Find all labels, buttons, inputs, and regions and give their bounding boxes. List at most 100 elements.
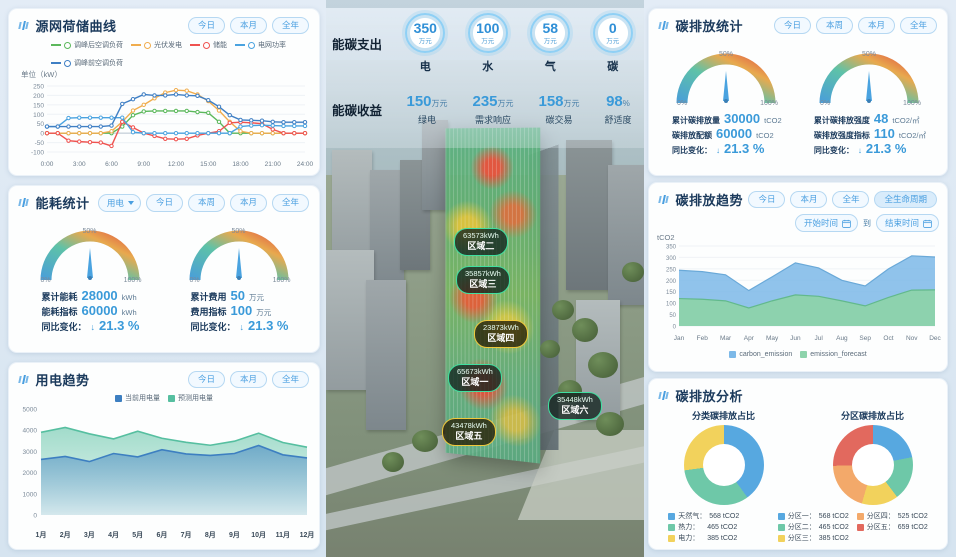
svg-text:150: 150	[666, 290, 677, 296]
gauge-needle	[86, 248, 93, 278]
range-button-today[interactable]: 今日	[187, 371, 225, 388]
income-item-green-power[interactable]: 150万元 绿电	[406, 93, 447, 126]
legend-item[interactable]: 预测用电量	[168, 393, 213, 403]
zone-tag[interactable]: 35448kWh 区域六	[548, 392, 602, 420]
legend-item[interactable]: 分区二： 465 tCO2	[777, 522, 849, 532]
range-button-month[interactable]: 本月	[790, 191, 828, 208]
expense-value: 350	[413, 19, 437, 36]
legend-item[interactable]: 电网功率	[235, 40, 286, 50]
expense-caption: 气	[544, 60, 556, 73]
energy-type-select[interactable]: 用电	[97, 193, 141, 212]
range-button-year[interactable]: 全年	[899, 17, 937, 34]
expense-item-electric[interactable]: 350 万元 电	[405, 12, 446, 74]
income-item-demand-response[interactable]: 235万元 需求响应	[472, 93, 513, 126]
legend-item[interactable]: 储能	[190, 40, 227, 50]
svg-text:9:00: 9:00	[137, 161, 150, 168]
range-button-year[interactable]: 全年	[271, 371, 309, 388]
svg-text:0: 0	[33, 513, 37, 520]
legend-item[interactable]: 调峰前空调负荷	[51, 58, 123, 68]
range-button-month[interactable]: 本月	[857, 17, 895, 34]
gauge-card-emission-total: 50% 0% 100% 累计碳排放量 30000 tCO2 碳排放配额 60000 tC…	[670, 47, 782, 156]
legend-item[interactable]: 天然气： 568 tCO2	[668, 511, 739, 521]
expense-caption: 水	[482, 60, 494, 73]
panel-range-buttons: 今日 本月 全年 全生命周期	[748, 191, 937, 208]
zone-tag[interactable]: 43478kWh 区域五	[442, 418, 496, 446]
income-item-comfort[interactable]: 98% 舒适度	[604, 93, 631, 126]
panel-header: 能耗统计 用电 今日 本周 本月 全年	[9, 186, 319, 214]
trend-arrow-icon: ↓	[857, 146, 862, 155]
donut-card-by-zone: 分区碳排放占比	[832, 409, 913, 505]
gauge-label-50: 50%	[861, 51, 876, 58]
zone-tag[interactable]: 35857kWh 区域三	[456, 266, 510, 294]
svg-text:18:00: 18:00	[232, 161, 249, 168]
gauge-dial: 50% 0% 100%	[813, 47, 925, 109]
title-bars-icon	[658, 387, 670, 405]
gauge-card-emission-intensity: 50% 0% 100% 累计碳排放强度 48 tCO2/㎡ 碳排放强度指标 110 tC…	[812, 47, 926, 156]
legend-item[interactable]: 分区一： 568 tCO2	[777, 511, 849, 521]
expense-item-gas[interactable]: 58 万元 气	[530, 12, 571, 74]
expense-item-water[interactable]: 100 万元 水	[467, 12, 508, 74]
gauge-hub	[866, 99, 871, 103]
legend-label: 分区四：	[866, 513, 895, 520]
range-button-month[interactable]: 本月	[229, 371, 267, 388]
heatmap-tower[interactable]	[445, 127, 541, 464]
legend-item[interactable]: 热力： 465 tCO2	[668, 522, 739, 532]
gauge-metrics: 累计费用 50 万元 费用指标 100 万元 同比变化： ↓ 21.3 %	[183, 288, 295, 333]
range-button-today[interactable]: 今日	[187, 17, 225, 34]
income-caption: 绿电	[417, 114, 436, 125]
legend-item[interactable]: 光伏发电	[131, 40, 182, 50]
gauge-metrics: 累计碳排放量 30000 tCO2 碳排放配额 60000 tCO2 同比变化： ↓ 21.…	[670, 111, 782, 156]
range-button-today[interactable]: 今日	[145, 193, 183, 212]
start-date-input[interactable]: 开始时间	[794, 214, 858, 232]
range-button-month[interactable]: 本月	[229, 193, 267, 212]
range-button-year[interactable]: 全年	[271, 193, 309, 212]
city-block	[566, 140, 612, 290]
legend-item[interactable]: emission_forecast	[800, 351, 867, 358]
donut-chart-zone[interactable]	[832, 425, 913, 505]
gauge-label-100: 100%	[760, 100, 778, 107]
tree	[596, 412, 624, 436]
donut-chart-category[interactable]	[683, 425, 764, 505]
calendar-icon	[923, 219, 932, 228]
range-button-year[interactable]: 全年	[271, 17, 309, 34]
end-date-input[interactable]: 结束时间	[875, 214, 939, 232]
svg-text:100: 100	[666, 302, 677, 308]
metric-row: 能耗指标 60000 kWh	[41, 303, 137, 318]
legend-item[interactable]: carbon_emission	[729, 351, 792, 358]
range-button-year[interactable]: 全年	[832, 191, 870, 208]
range-button-month[interactable]: 本月	[229, 17, 267, 34]
income-item-carbon-trade[interactable]: 158万元 碳交易	[538, 93, 579, 126]
svg-text:Jul: Jul	[814, 335, 823, 342]
zone-tag[interactable]: 23873kWh 区域四	[474, 320, 528, 348]
range-button-today[interactable]: 今日	[748, 191, 786, 208]
svg-text:200: 200	[666, 279, 677, 285]
legend-item[interactable]: 分区三： 385 tCO2	[777, 533, 849, 543]
range-button-lifecycle[interactable]: 全生命周期	[874, 191, 937, 208]
gauge-arc	[819, 53, 919, 104]
range-button-week[interactable]: 本周	[187, 193, 225, 212]
legend-item[interactable]: 当前用电量	[115, 393, 160, 403]
legend-item[interactable]: 调峰后空调负荷	[51, 40, 123, 50]
legend-label: 电力：	[678, 535, 700, 542]
zone-tag[interactable]: 63573kWh 区域二	[454, 228, 508, 256]
svg-text:11月: 11月	[276, 531, 290, 539]
legend-label: 分区五：	[866, 524, 895, 531]
income-unit: 万元	[431, 98, 448, 108]
range-button-today[interactable]: 今日	[773, 17, 811, 34]
legend-item[interactable]: 分区四： 525 tCO2	[856, 511, 928, 521]
legend-item[interactable]: 电力： 385 tCO2	[668, 533, 739, 543]
metric-row: 累计碳排放强度 48 tCO2/㎡	[813, 111, 920, 126]
date-range-separator: 到	[862, 218, 871, 228]
city-block	[370, 170, 404, 290]
income-unit: %	[622, 98, 630, 108]
expense-item-carbon[interactable]: 0 万元 碳	[592, 12, 633, 74]
gauge-label-50: 50%	[231, 228, 246, 235]
svg-text:1000: 1000	[23, 491, 38, 498]
range-button-week[interactable]: 本周	[815, 17, 853, 34]
zone-tag[interactable]: 65673kWh 区域一	[448, 364, 502, 392]
svg-text:Apr: Apr	[744, 335, 755, 342]
svg-text:3月: 3月	[84, 531, 95, 539]
metric-row: 累计碳排放量 30000 tCO2	[671, 111, 782, 126]
svg-text:2月: 2月	[60, 531, 71, 539]
legend-item[interactable]: 分区五： 659 tCO2	[856, 522, 928, 532]
